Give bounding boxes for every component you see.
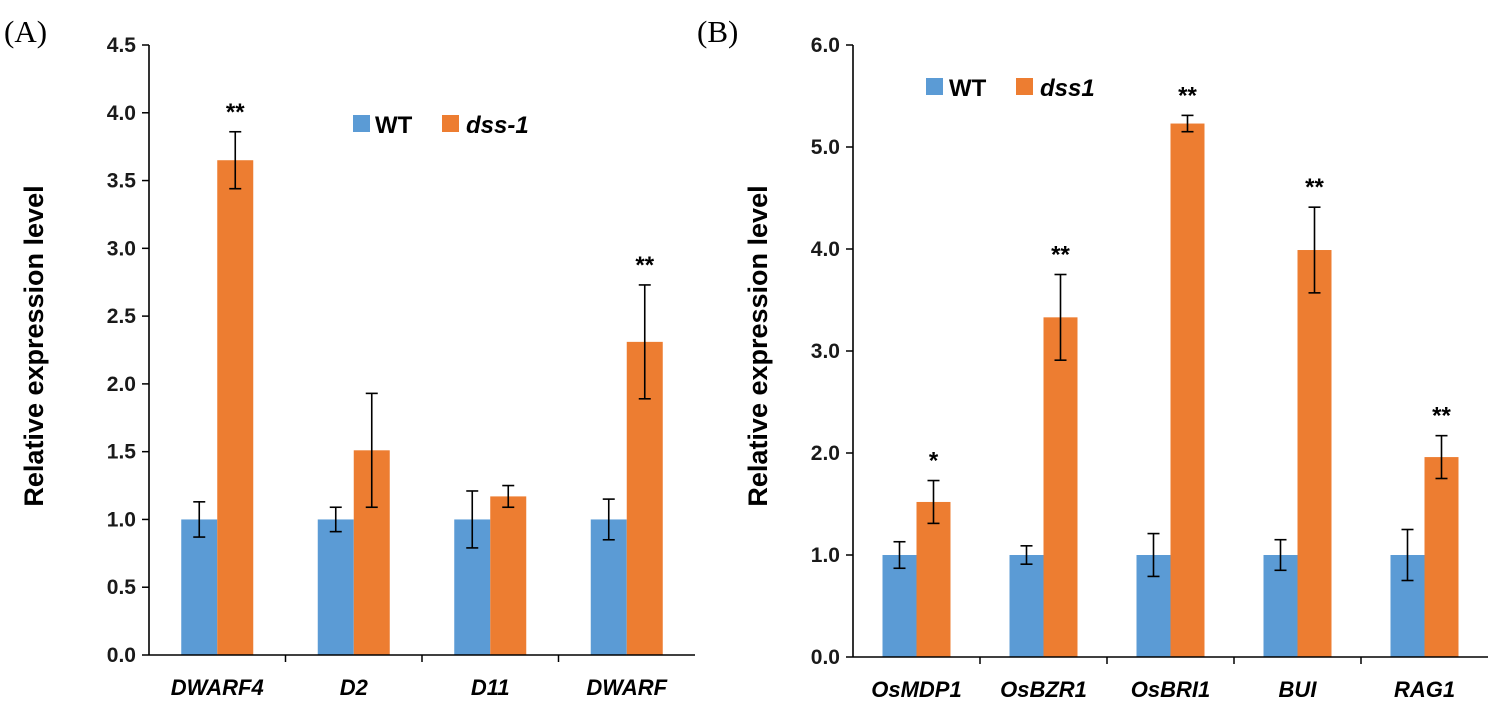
panel-a-category-label: D2 [340,675,369,700]
panel-b-error-bar-mutant-rag1 [1435,434,1448,480]
panel-a-error-bar-mutant-d11 [502,484,515,509]
panel-b-error-bar-mutant-osmdp1 [927,479,940,525]
panel-b-bar-mutant-rag1 [1424,457,1459,657]
panel-b-category-label: BUI [1279,677,1318,702]
legend-swatch-wt [353,115,370,132]
panel-b-significance-marker: ** [1432,403,1451,430]
panel-a-error-bar-mutant-dwarf [638,284,651,400]
panel-b-y-tick-label: 1.0 [811,544,840,567]
panel-a-label: (A) [4,14,47,49]
panel-a-y-tick-label: 3.0 [107,237,136,260]
panel-a-error-bar-mutant-dwarf4 [229,130,242,190]
panel-b-bar-wt-osbzr1 [1009,555,1044,657]
panel-a-legend: WT dss-1 [353,112,529,139]
panel-b-bar-mutant-bui [1297,250,1332,657]
panel-a-y-axis-label: Relative expression level [19,185,49,506]
panel-a-bar-wt-dwarf [590,519,627,655]
panel-b-category-label: OsBRI1 [1131,677,1210,702]
panel-b-error-bar-wt-rag1 [1401,528,1414,582]
panel-b-category-label: RAG1 [1394,677,1455,702]
panel-b-y-tick-label: 0.0 [811,646,840,669]
panel-b-category-label: OsMDP1 [871,677,961,702]
panel-a-significance-marker: ** [226,99,245,126]
panel-b-category-label: OsBZR1 [1000,677,1087,702]
panel-a-y-tick-label: 4.0 [107,102,136,125]
panel-a-bar-wt-dwarf4 [181,519,218,655]
panel-b: (B) Relative expression level 0.0 1.0 2.0 3… [697,14,1488,702]
legend-label-mutant: dss1 [1040,75,1095,102]
panel-a: (A) Relative expression level 0.0 0.5 1.0 1… [4,14,695,700]
panel-a-error-bar-wt-dwarf [602,498,615,541]
panel-a-bar-mutant-d11 [490,496,527,655]
legend-label-wt: WT [375,112,413,139]
panel-a-y-tick-label: 1.0 [107,508,136,531]
panel-b-significance-marker: ** [1305,174,1324,201]
panel-a-y-tick-label: 1.5 [107,441,137,464]
panel-b-bar-mutant-osbzr1 [1043,317,1078,657]
panel-a-y-tick-label: 0.5 [107,576,137,599]
panel-b-y-tick-label: 3.0 [811,340,840,363]
panel-b-error-bar-wt-osmdp1 [893,540,906,570]
panel-b-error-bar-wt-osbzr1 [1020,545,1033,565]
panel-b-significance-marker: ** [1178,82,1197,109]
legend-label-mutant: dss-1 [466,112,529,139]
panel-b-y-axis-label: Relative expression level [743,185,773,506]
panel-b-y-tick-label: 4.0 [811,238,840,261]
panel-a-category-label: DWARF4 [171,675,264,700]
panel-a-bar-mutant-dwarf4 [217,160,254,655]
panel-a-y-tick-label: 0.0 [107,644,136,667]
panel-a-y-tick-label: 2.0 [107,373,136,396]
panel-a-error-bar-mutant-d2 [365,392,378,509]
panel-a-category-label: DWARF [586,675,667,700]
panel-a-y-tick-label: 4.5 [107,34,137,57]
panel-a-error-bar-wt-d11 [466,490,479,549]
panel-b-significance-marker: * [929,448,939,475]
panel-a-y-tick-label: 2.5 [107,305,137,328]
panel-b-error-bar-mutant-osbri1 [1181,114,1194,133]
panel-b-bar-mutant-osbri1 [1170,123,1205,658]
legend-swatch-mutant [1016,78,1033,95]
panel-b-y-tick-label: 2.0 [811,442,840,465]
legend-swatch-wt [926,78,943,95]
legend-swatch-mutant [442,115,459,132]
panel-a-category-label: D11 [471,675,510,700]
panel-b-legend: WT dss1 [926,75,1095,102]
panel-b-bar-wt-bui [1263,555,1298,657]
panel-b-error-bar-mutant-bui [1308,206,1321,294]
panel-b-bar-mutant-osmdp1 [916,501,951,657]
panel-b-significance-marker: ** [1051,242,1070,269]
legend-label-wt: WT [949,75,987,102]
panel-b-y-tick-label: 6.0 [811,34,840,57]
panel-b-y-tick-label: 5.0 [811,136,840,159]
panel-b-label: (B) [697,14,738,49]
panel-b-error-bar-mutant-osbzr1 [1054,273,1067,361]
panel-b-error-bar-wt-osbri1 [1147,532,1160,578]
panel-a-error-bar-wt-dwarf4 [193,501,206,538]
panel-a-y-tick-label: 3.5 [107,170,137,193]
panel-a-error-bar-wt-d2 [329,506,342,533]
panel-b-bar-wt-osmdp1 [882,555,917,657]
panel-a-bar-wt-d2 [317,519,354,655]
panel-a-significance-marker: ** [635,252,654,279]
panel-b-error-bar-wt-bui [1274,538,1287,572]
